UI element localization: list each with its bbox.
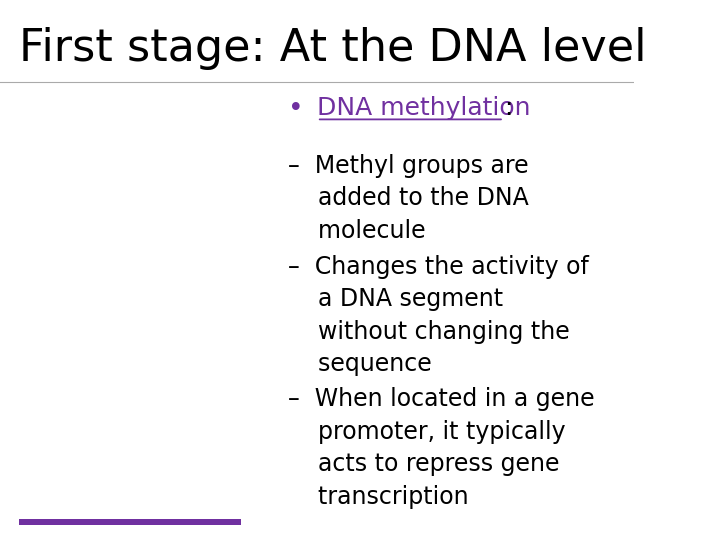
- Text: •: •: [289, 96, 304, 122]
- Text: :: :: [504, 96, 512, 119]
- Text: –  Methyl groups are
    added to the DNA
    molecule: – Methyl groups are added to the DNA mol…: [289, 154, 529, 243]
- Text: First stage: At the DNA level: First stage: At the DNA level: [19, 26, 647, 70]
- Text: DNA methylation: DNA methylation: [317, 96, 531, 119]
- FancyBboxPatch shape: [19, 519, 240, 525]
- Text: –  When located in a gene
    promoter, it typically
    acts to repress gene
  : – When located in a gene promoter, it ty…: [289, 387, 595, 509]
- Text: –  Changes the activity of
    a DNA segment
    without changing the
    sequen: – Changes the activity of a DNA segment …: [289, 255, 589, 376]
